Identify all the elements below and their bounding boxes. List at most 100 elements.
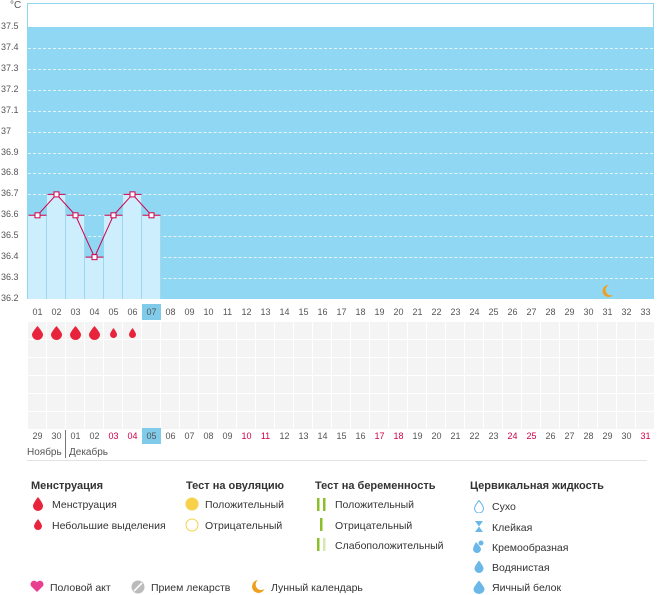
event-cell[interactable] (275, 394, 293, 411)
event-cell[interactable] (294, 412, 312, 429)
event-cell[interactable] (370, 358, 388, 375)
event-cell[interactable] (370, 340, 388, 357)
event-cell[interactable] (484, 358, 502, 375)
event-cell[interactable] (85, 376, 103, 393)
event-cell[interactable] (427, 358, 445, 375)
event-cell[interactable] (123, 340, 141, 357)
event-cell[interactable] (256, 394, 274, 411)
cycle-day-label[interactable]: 03 (70, 307, 81, 317)
event-cell[interactable] (408, 394, 426, 411)
event-cell[interactable] (218, 412, 236, 429)
calendar-date-label[interactable]: 05 (142, 428, 161, 444)
temperature-point[interactable] (91, 254, 98, 261)
event-cell[interactable] (66, 376, 84, 393)
event-cell[interactable] (636, 340, 654, 357)
event-cell[interactable] (465, 340, 483, 357)
event-cell[interactable] (446, 412, 464, 429)
event-cell[interactable] (332, 394, 350, 411)
calendar-date-label[interactable]: 15 (336, 431, 347, 441)
event-cell[interactable] (389, 376, 407, 393)
event-cell[interactable] (180, 358, 198, 375)
event-cell[interactable] (522, 376, 540, 393)
event-cell[interactable] (256, 358, 274, 375)
event-cell[interactable] (541, 376, 559, 393)
calendar-date-label[interactable]: 09 (222, 431, 233, 441)
event-cell[interactable] (408, 358, 426, 375)
cycle-day-label[interactable]: 32 (621, 307, 632, 317)
event-cell[interactable] (617, 412, 635, 429)
event-cell[interactable] (237, 412, 255, 429)
calendar-date-label[interactable]: 02 (89, 431, 100, 441)
event-cell[interactable] (446, 394, 464, 411)
event-cell[interactable] (484, 322, 502, 339)
cycle-day-label[interactable]: 15 (298, 307, 309, 317)
calendar-date-label[interactable]: 19 (412, 431, 423, 441)
calendar-date-label[interactable]: 24 (507, 431, 518, 441)
calendar-date-label[interactable]: 30 (621, 431, 632, 441)
event-cell[interactable] (180, 340, 198, 357)
event-cell[interactable] (579, 394, 597, 411)
event-cell[interactable] (161, 394, 179, 411)
calendar-date-label[interactable]: 23 (488, 431, 499, 441)
event-cell[interactable] (636, 358, 654, 375)
event-cell[interactable] (522, 412, 540, 429)
event-cell[interactable] (332, 412, 350, 429)
event-cell[interactable] (237, 394, 255, 411)
event-cell[interactable] (389, 358, 407, 375)
event-cell[interactable] (503, 358, 521, 375)
event-cell[interactable] (503, 394, 521, 411)
event-cell[interactable] (161, 340, 179, 357)
temperature-point[interactable] (34, 212, 41, 219)
event-cell[interactable] (104, 376, 122, 393)
event-cell[interactable] (598, 376, 616, 393)
event-cell[interactable] (522, 394, 540, 411)
event-cell[interactable] (579, 340, 597, 357)
event-cell[interactable] (237, 340, 255, 357)
event-cell[interactable] (332, 358, 350, 375)
event-cell[interactable] (560, 358, 578, 375)
event-cell[interactable] (237, 322, 255, 339)
event-cell[interactable] (351, 412, 369, 429)
calendar-date-label[interactable]: 20 (431, 431, 442, 441)
event-cell[interactable] (446, 358, 464, 375)
event-cell[interactable] (579, 358, 597, 375)
calendar-date-label[interactable]: 14 (317, 431, 328, 441)
event-cell[interactable] (503, 376, 521, 393)
event-cell[interactable] (484, 376, 502, 393)
event-cell[interactable] (104, 340, 122, 357)
event-cell[interactable] (123, 358, 141, 375)
event-cell[interactable] (313, 394, 331, 411)
event-cell[interactable] (199, 322, 217, 339)
cycle-day-label[interactable]: 02 (51, 307, 62, 317)
event-cell[interactable] (161, 412, 179, 429)
event-cell[interactable] (66, 394, 84, 411)
event-cell[interactable] (313, 340, 331, 357)
event-cell[interactable] (256, 376, 274, 393)
event-cell[interactable] (294, 358, 312, 375)
event-cell[interactable] (370, 394, 388, 411)
event-cell[interactable] (161, 376, 179, 393)
event-cell[interactable] (275, 322, 293, 339)
calendar-date-label[interactable]: 31 (640, 431, 651, 441)
event-cell[interactable] (579, 412, 597, 429)
event-cell[interactable] (28, 412, 46, 429)
event-cell[interactable] (180, 376, 198, 393)
cycle-day-label[interactable]: 25 (488, 307, 499, 317)
event-cell[interactable] (560, 412, 578, 429)
event-cell[interactable] (161, 322, 179, 339)
cycle-day-label[interactable]: 08 (165, 307, 176, 317)
cycle-day-label[interactable]: 22 (431, 307, 442, 317)
event-cell[interactable] (142, 376, 160, 393)
event-cell[interactable] (617, 322, 635, 339)
calendar-date-label[interactable]: 28 (583, 431, 594, 441)
event-cell[interactable] (104, 358, 122, 375)
event-cell[interactable] (427, 394, 445, 411)
calendar-date-label[interactable]: 22 (469, 431, 480, 441)
event-cell[interactable] (446, 340, 464, 357)
event-cell[interactable] (294, 322, 312, 339)
event-cell[interactable] (465, 322, 483, 339)
cycle-day-label[interactable]: 07 (142, 304, 161, 320)
cycle-day-label[interactable]: 26 (507, 307, 518, 317)
event-cell[interactable] (275, 340, 293, 357)
cycle-day-label[interactable]: 13 (260, 307, 271, 317)
